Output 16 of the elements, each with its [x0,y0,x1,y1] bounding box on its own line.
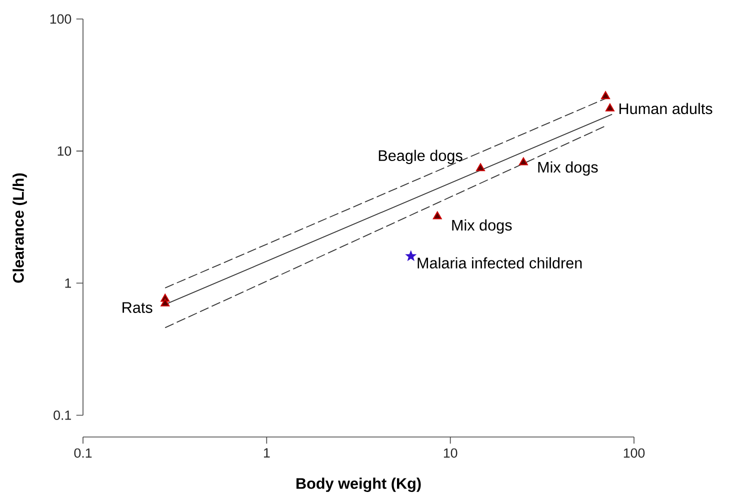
y-tick-label: 0.1 [54,410,71,420]
annotation: Rats [122,302,152,313]
annotation: Beagle dogs [378,150,462,164]
x-tick-label: 0.1 [74,448,92,458]
annotation: Human adults [620,102,712,114]
x-axis-title: Body weight (Kg) [296,478,421,492]
y-tick-label: 10 [58,146,72,156]
annotation: Mix dogs [538,161,598,176]
y-tick-label: 1 [65,278,71,288]
y-axis-title: Clearance (L/h) [12,173,27,283]
y-tick-label: 100 [50,14,72,24]
annotation: Mix dogs [452,219,512,234]
annotation: Malaria infected children [418,257,582,268]
x-tick-label: 10 [444,448,458,458]
x-tick-label: 100 [624,448,645,458]
x-tick-label: 1 [264,448,270,458]
